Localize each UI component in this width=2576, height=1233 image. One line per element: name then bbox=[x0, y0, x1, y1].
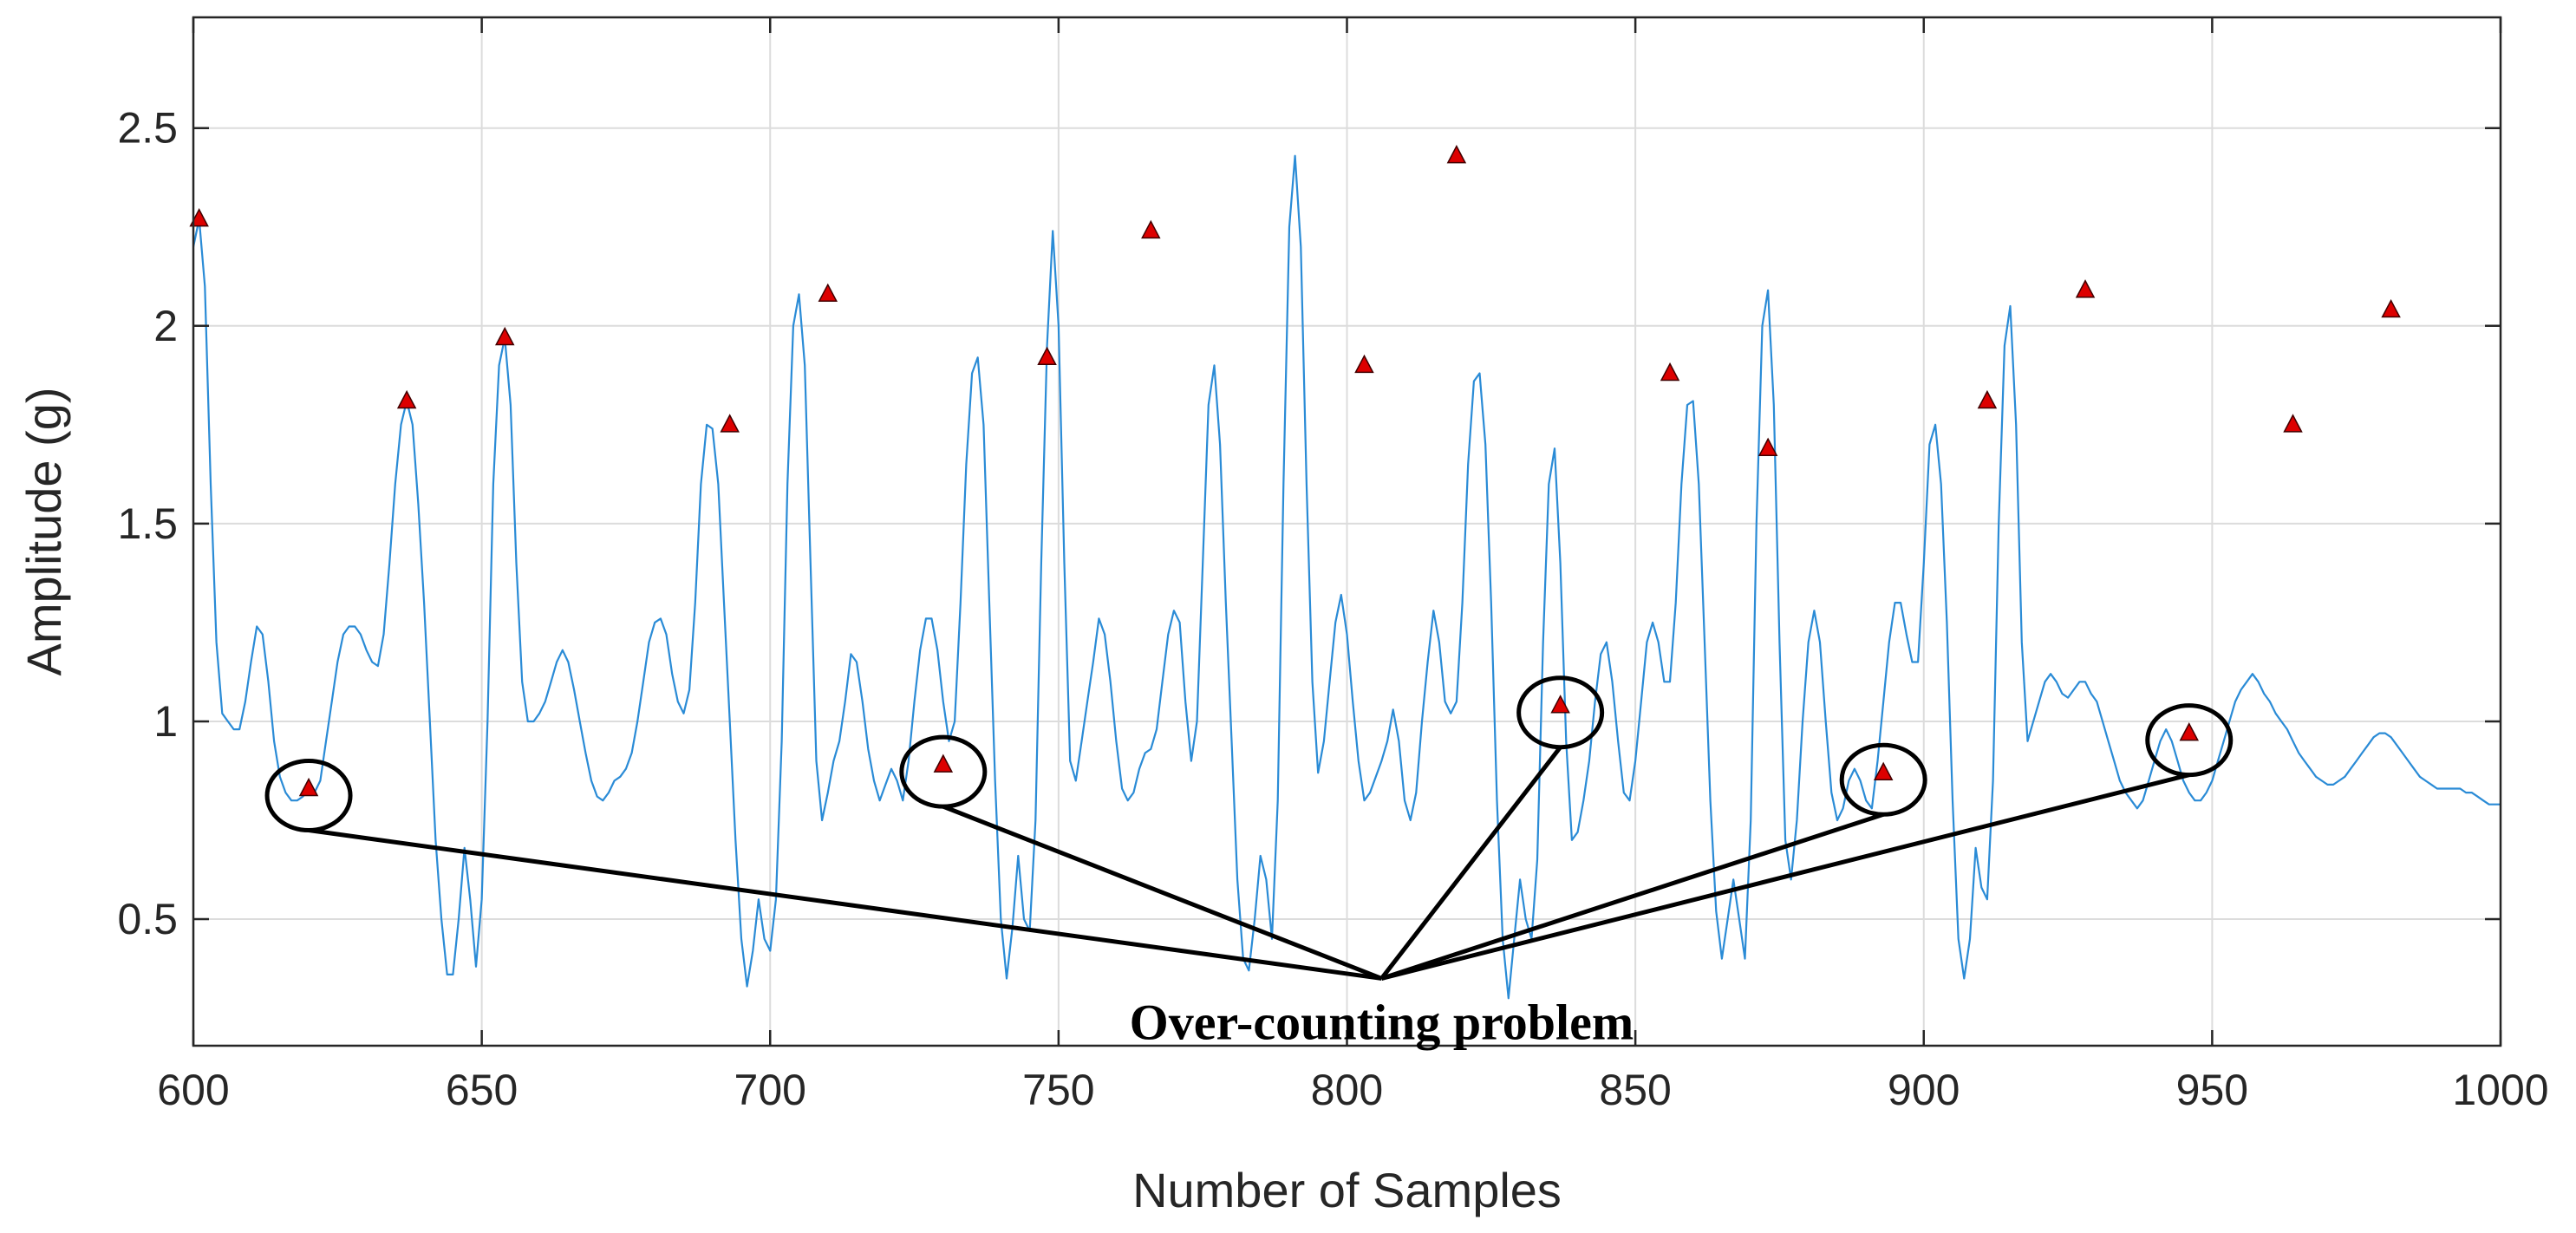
y-tick-label: 1 bbox=[153, 697, 178, 746]
signal-line-group bbox=[192, 154, 2501, 1000]
peak-marker bbox=[189, 208, 209, 227]
x-tick-label: 600 bbox=[157, 1066, 229, 1114]
peak-marker bbox=[720, 414, 740, 433]
annotation-text: Over-counting problem bbox=[1130, 994, 1634, 1050]
y-tick-label: 2 bbox=[153, 302, 178, 350]
peak-marker bbox=[818, 283, 838, 303]
annotation-leader bbox=[942, 804, 1383, 981]
x-tick-label: 700 bbox=[734, 1066, 806, 1114]
annotation-group bbox=[264, 675, 2234, 981]
annotation-leader bbox=[1379, 746, 1562, 980]
peak-marker bbox=[1037, 346, 1057, 366]
peak-marker bbox=[494, 326, 515, 346]
peak-marker bbox=[1354, 354, 1374, 374]
annotation-leader bbox=[1380, 773, 2190, 981]
annotation-leader bbox=[1380, 812, 1884, 981]
y-tick-label: 2.5 bbox=[117, 104, 178, 153]
y-tick-label: 1.5 bbox=[117, 499, 178, 548]
peak-marker bbox=[1446, 145, 1467, 164]
x-tick-label: 800 bbox=[1311, 1066, 1383, 1114]
peak-marker bbox=[1550, 695, 1570, 714]
peak-marker bbox=[1141, 219, 1161, 239]
signal-line bbox=[192, 154, 2501, 1000]
x-tick-label: 750 bbox=[1022, 1066, 1094, 1114]
peak-marker bbox=[1758, 437, 1778, 456]
peak-marker bbox=[933, 754, 954, 773]
peak-marker bbox=[2179, 722, 2200, 741]
peak-marker bbox=[2381, 298, 2401, 318]
axis-ticks: 600 650 700 750 800 850 900 950 1000 0.5 1 1.5 2 2.5 bbox=[117, 17, 2549, 1114]
peak-marker bbox=[1977, 389, 1998, 409]
y-axis-label: Amplitude (g) bbox=[16, 387, 71, 675]
x-axis-label: Number of Samples bbox=[1132, 1163, 1562, 1217]
annotation-leader bbox=[308, 828, 1382, 981]
peak-marker bbox=[1873, 761, 1894, 781]
y-tick-label: 0.5 bbox=[117, 895, 178, 943]
peak-marker bbox=[298, 777, 319, 797]
peak-marker bbox=[396, 389, 417, 409]
x-tick-label: 950 bbox=[2176, 1066, 2248, 1114]
x-tick-label: 650 bbox=[446, 1066, 518, 1114]
peak-markers bbox=[189, 145, 2401, 797]
x-tick-label: 900 bbox=[1888, 1066, 1960, 1114]
peak-marker bbox=[1660, 362, 1680, 382]
x-tick-label: 1000 bbox=[2452, 1066, 2548, 1114]
x-tick-label: 850 bbox=[1599, 1066, 1671, 1114]
peak-marker bbox=[2075, 279, 2096, 298]
peak-marker bbox=[2283, 414, 2303, 433]
